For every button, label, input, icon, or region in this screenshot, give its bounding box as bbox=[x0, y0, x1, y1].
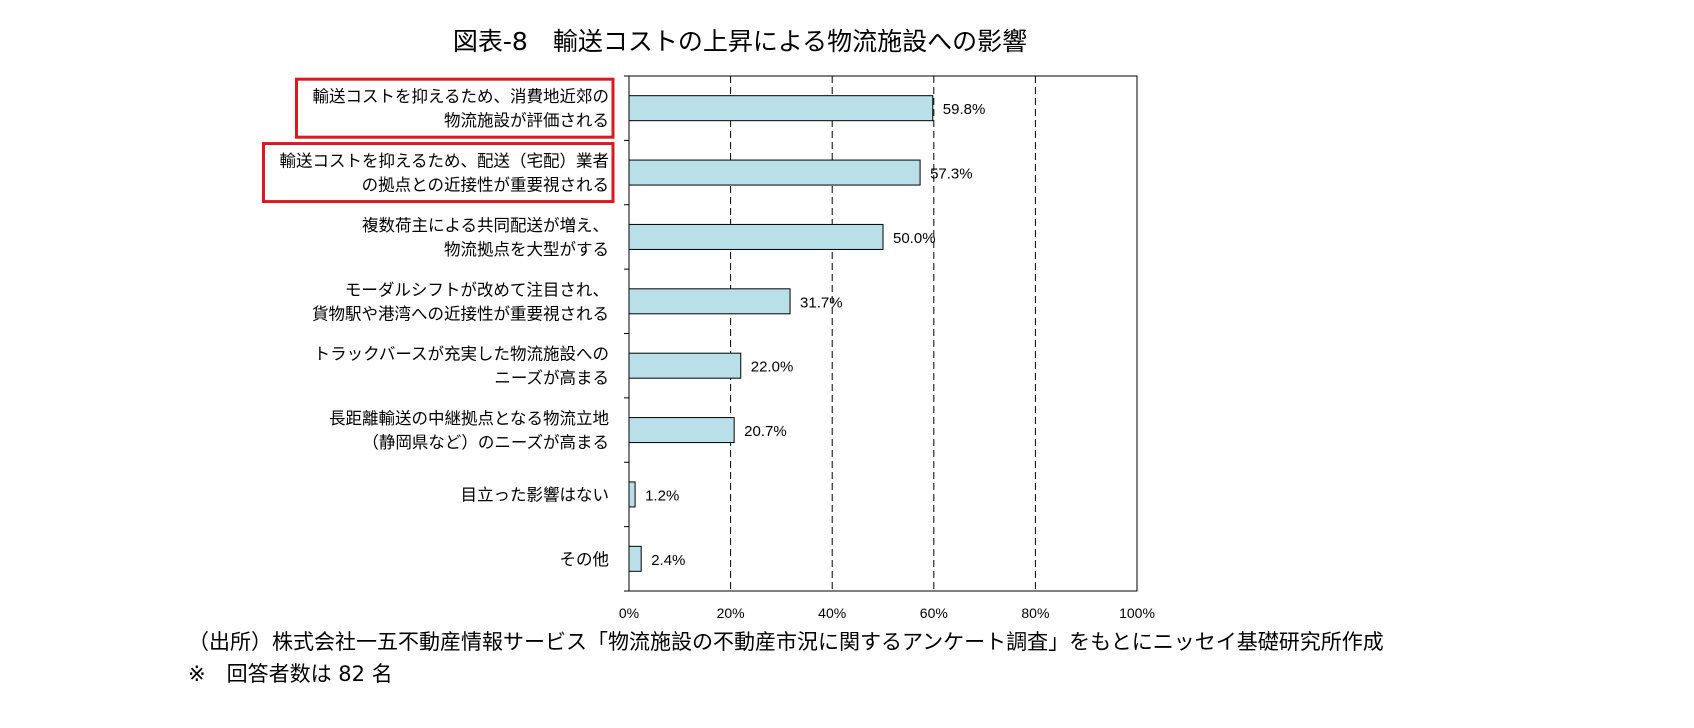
x-tick-label-4: 80% bbox=[1021, 605, 1049, 621]
bar-2 bbox=[628, 223, 884, 250]
highlight-box-0 bbox=[294, 77, 615, 139]
x-tick-label-5: 100% bbox=[1119, 605, 1155, 621]
category-label-0-1: 物流施設が評価される bbox=[444, 111, 609, 130]
bar-6 bbox=[628, 481, 636, 508]
bars bbox=[628, 95, 934, 572]
value-label-1: 57.3% bbox=[930, 166, 973, 183]
bar-0 bbox=[628, 95, 934, 122]
chart-title: 図表-8 輸送コストの上昇による物流施設への影響 bbox=[452, 27, 1028, 56]
bar-4 bbox=[628, 352, 742, 379]
x-tick-label-3: 60% bbox=[920, 605, 948, 621]
respondents-note: ※ 回答者数は 82 名 bbox=[188, 662, 393, 686]
category-label-5-0: 長距離輸送の中継拠点となる物流立地 bbox=[329, 409, 609, 428]
category-label-1-1: の拠点との近接性が重要視される bbox=[362, 176, 609, 195]
source-note: （出所）株式会社一五不動産情報サービス「物流施設の不動産市況に関するアンケート調… bbox=[188, 630, 1384, 654]
x-tick-label-0: 0% bbox=[619, 605, 639, 621]
x-tick-label-1: 20% bbox=[717, 605, 745, 621]
category-label-4-1: ニーズが高まる bbox=[494, 369, 609, 388]
value-labels: 59.8% 57.3% 50.0% 31.7% 22.0% 20.7% 1.2% 2.4% bbox=[645, 101, 985, 569]
bar-5 bbox=[628, 417, 735, 444]
value-label-6: 1.2% bbox=[645, 487, 679, 504]
value-label-5: 20.7% bbox=[744, 423, 787, 440]
category-label-0-0: 輸送コストを抑えるため、消費地近郊の bbox=[312, 87, 609, 106]
category-label-7-0: その他 bbox=[560, 550, 610, 569]
category-label-3-1: 貨物駅や港湾への近接性が重要視される bbox=[312, 304, 609, 323]
value-label-2: 50.0% bbox=[893, 230, 936, 247]
category-label-3-0: モーダルシフトが改めて注目され、 bbox=[345, 280, 609, 299]
value-label-3: 31.7% bbox=[800, 294, 843, 311]
bar-1 bbox=[628, 159, 921, 186]
bar-7 bbox=[628, 545, 642, 572]
value-label-0: 59.8% bbox=[943, 101, 986, 118]
x-tick-label-2: 40% bbox=[818, 605, 846, 621]
plot-frame bbox=[628, 75, 1138, 592]
category-label-2-1: 物流拠点を大型がする bbox=[444, 240, 609, 259]
highlight-box-1 bbox=[261, 142, 615, 204]
bar-3 bbox=[628, 288, 791, 315]
highlight-boxes bbox=[261, 77, 615, 204]
grid-lines bbox=[624, 75, 1138, 592]
category-labels: 輸送コストを抑えるため、消費地近郊の物流施設が評価される輸送コストを抑えるため、… bbox=[279, 87, 609, 569]
category-label-6-0: 目立った影響はない bbox=[461, 485, 610, 504]
category-label-2-0: 複数荷主による共同配送が増え、 bbox=[362, 216, 609, 235]
x-axis-ticks: 0% 20% 40% 60% 80% 100% bbox=[619, 605, 1155, 621]
category-label-4-0: トラックバースが充実した物流施設への bbox=[314, 345, 609, 364]
category-label-5-1: （静岡県など）のニーズが高まる bbox=[362, 433, 609, 452]
value-label-7: 2.4% bbox=[651, 552, 685, 569]
category-label-1-0: 輸送コストを抑えるため、配送（宅配）業者 bbox=[279, 152, 609, 171]
value-label-4: 22.0% bbox=[751, 359, 794, 376]
